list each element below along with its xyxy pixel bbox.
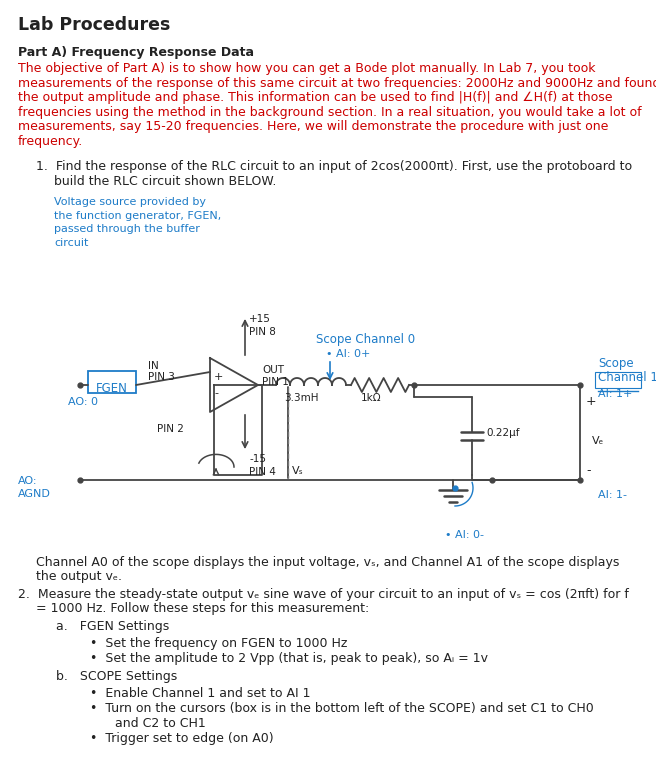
- Text: Part A) Frequency Response Data: Part A) Frequency Response Data: [18, 46, 254, 59]
- Text: •  Enable Channel 1 and set to AI 1: • Enable Channel 1 and set to AI 1: [90, 687, 310, 700]
- Text: 3.3mH: 3.3mH: [284, 393, 319, 403]
- Text: PIN 2: PIN 2: [157, 424, 184, 434]
- Text: Vₑ: Vₑ: [592, 436, 604, 446]
- Text: the function generator, FGEN,: the function generator, FGEN,: [54, 211, 221, 220]
- Text: 2.  Measure the steady-state output vₑ sine wave of your circuit to an input of : 2. Measure the steady-state output vₑ si…: [18, 588, 629, 601]
- Text: Channel 1: Channel 1: [598, 371, 656, 384]
- FancyBboxPatch shape: [595, 372, 641, 388]
- Text: +: +: [214, 372, 224, 382]
- Text: PIN 8: PIN 8: [249, 327, 276, 337]
- Text: • AI: 0+: • AI: 0+: [326, 349, 371, 359]
- Text: a.   FGEN Settings: a. FGEN Settings: [56, 620, 169, 633]
- Text: Lab Procedures: Lab Procedures: [18, 16, 171, 34]
- Text: •  Trigger set to edge (on A0): • Trigger set to edge (on A0): [90, 732, 274, 745]
- Text: AI: 1+: AI: 1+: [598, 389, 632, 399]
- Text: PIN 4: PIN 4: [249, 467, 276, 477]
- Text: Voltage source provided by: Voltage source provided by: [54, 197, 206, 207]
- Text: +: +: [586, 395, 596, 408]
- Text: AO: 0: AO: 0: [68, 397, 98, 407]
- Text: The objective of Part A) is to show how you can get a Bode plot manually. In Lab: The objective of Part A) is to show how …: [18, 62, 596, 75]
- Text: AI: 1-: AI: 1-: [598, 490, 627, 500]
- Text: • AI: 0-: • AI: 0-: [445, 530, 484, 540]
- Text: Scope Channel 0: Scope Channel 0: [316, 333, 415, 346]
- Text: •  Set the frequency on FGEN to 1000 Hz: • Set the frequency on FGEN to 1000 Hz: [90, 637, 348, 650]
- Text: PIN 1: PIN 1: [262, 377, 289, 387]
- Text: measurements of the response of this same circuit at two frequencies: 2000Hz and: measurements of the response of this sam…: [18, 76, 656, 89]
- Text: the output vₑ.: the output vₑ.: [36, 570, 122, 583]
- Text: -15: -15: [249, 454, 266, 464]
- Text: frequency.: frequency.: [18, 135, 83, 148]
- Text: and C2 to CH1: and C2 to CH1: [115, 717, 206, 730]
- Text: Vₛ: Vₛ: [292, 466, 304, 476]
- Text: PIN 3: PIN 3: [148, 372, 175, 382]
- FancyBboxPatch shape: [88, 371, 136, 393]
- Text: build the RLC circuit shown BELOW.: build the RLC circuit shown BELOW.: [54, 175, 276, 188]
- Text: OUT: OUT: [262, 365, 284, 375]
- Text: Scope: Scope: [598, 357, 634, 370]
- Text: FGEN: FGEN: [96, 382, 128, 395]
- Text: circuit: circuit: [54, 237, 89, 247]
- Text: Channel A0 of the scope displays the input voltage, vₛ, and Channel A1 of the sc: Channel A0 of the scope displays the inp…: [36, 556, 619, 569]
- Text: 1kΩ: 1kΩ: [361, 393, 382, 403]
- Text: AO:: AO:: [18, 476, 37, 486]
- Text: AGND: AGND: [18, 489, 51, 499]
- Text: the output amplitude and phase. This information can be used to find |H(f)| and : the output amplitude and phase. This inf…: [18, 91, 613, 104]
- Text: •  Turn on the cursors (box is in the bottom left of the SCOPE) and set C1 to CH: • Turn on the cursors (box is in the bot…: [90, 702, 594, 715]
- Text: -: -: [214, 388, 218, 398]
- Text: +15: +15: [249, 314, 271, 324]
- Text: passed through the buffer: passed through the buffer: [54, 224, 200, 234]
- Text: measurements, say 15-20 frequencies. Here, we will demonstrate the procedure wit: measurements, say 15-20 frequencies. Her…: [18, 120, 608, 133]
- Text: 0.22μf: 0.22μf: [486, 428, 520, 438]
- Text: •  Set the amplitude to 2 Vpp (that is, peak to peak), so Aᵢ = 1v: • Set the amplitude to 2 Vpp (that is, p…: [90, 652, 488, 665]
- Text: = 1000 Hz. Follow these steps for this measurement:: = 1000 Hz. Follow these steps for this m…: [36, 602, 369, 615]
- Text: 1.  Find the response of the RLC circuit to an input of 2cos(2000πt). First, use: 1. Find the response of the RLC circuit …: [36, 160, 632, 173]
- Text: b.   SCOPE Settings: b. SCOPE Settings: [56, 670, 177, 683]
- Text: frequencies using the method in the background section. In a real situation, you: frequencies using the method in the back…: [18, 106, 642, 118]
- Text: -: -: [586, 464, 590, 477]
- Text: IN: IN: [148, 361, 159, 371]
